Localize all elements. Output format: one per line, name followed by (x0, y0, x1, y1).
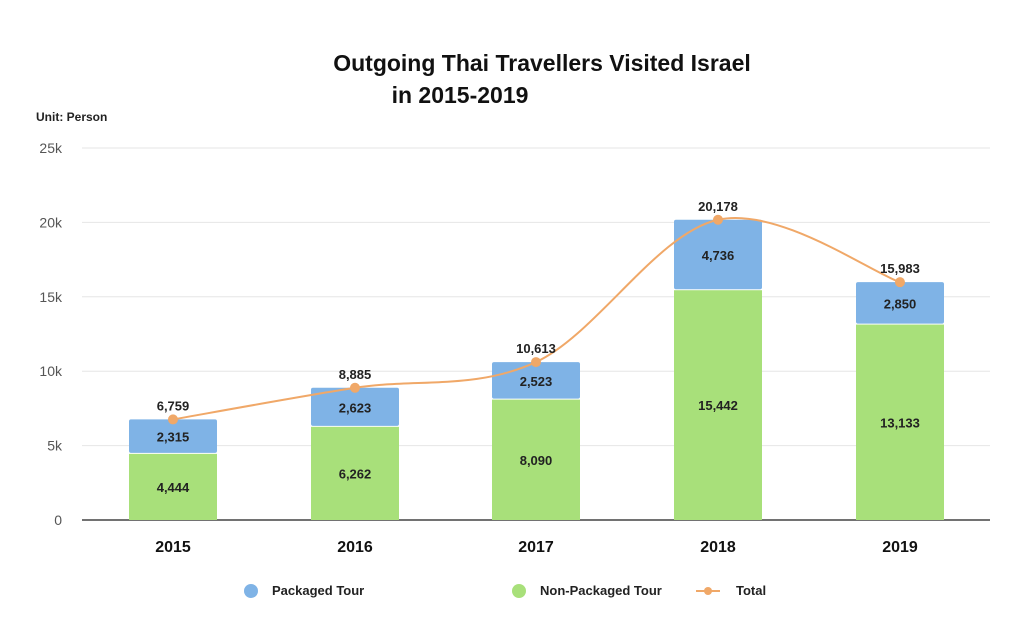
total-point (168, 414, 178, 425)
legend-label-nonpackaged: Non-Packaged Tour (540, 583, 662, 598)
bar-non-packaged (856, 324, 944, 520)
y-tick-label: 10k (39, 363, 63, 379)
data-label-non-packaged: 4,444 (157, 480, 190, 495)
legend-item-packaged: Packaged Tour (244, 583, 364, 598)
bar-packaged (856, 282, 944, 324)
total-point (895, 277, 905, 288)
x-tick-label: 2015 (155, 539, 191, 556)
data-label-total: 20,178 (698, 199, 738, 214)
bar-packaged (129, 419, 217, 453)
legend-item-total: Total (696, 583, 766, 598)
chart-title: Outgoing Thai Travellers Visited Israel (333, 50, 751, 76)
unit-label: Unit: Person (36, 110, 108, 124)
y-tick-label: 25k (39, 140, 63, 156)
data-label-total: 10,613 (516, 341, 556, 356)
data-label-non-packaged: 13,133 (880, 415, 920, 430)
legend-label-total: Total (736, 583, 767, 598)
x-tick-label: 2019 (882, 539, 918, 556)
legend-label-packaged: Packaged Tour (272, 583, 365, 598)
data-label-packaged: 2,850 (884, 296, 917, 311)
data-label-non-packaged: 8,090 (520, 453, 553, 468)
data-label-total: 8,885 (339, 367, 372, 382)
x-tick-label: 2018 (700, 539, 736, 556)
data-label-packaged: 4,736 (702, 248, 735, 263)
legend-swatch-packaged (244, 583, 258, 598)
total-point (531, 357, 541, 368)
bar-packaged (674, 219, 762, 290)
bar-non-packaged (492, 399, 580, 520)
y-tick-label: 0 (54, 512, 62, 528)
data-label-non-packaged: 6,262 (339, 466, 372, 481)
data-label-total: 15,983 (880, 261, 920, 276)
data-label-non-packaged: 15,442 (698, 398, 738, 413)
legend-swatch-total (696, 586, 720, 595)
total-point (713, 214, 723, 225)
total-line (172, 217, 901, 421)
data-label-packaged: 2,523 (520, 374, 553, 389)
data-label-packaged: 2,623 (339, 400, 372, 415)
y-tick-label: 15k (39, 289, 63, 305)
y-tick-label: 20k (39, 214, 63, 230)
bar-non-packaged (311, 426, 399, 520)
chart-subtitle: in 2015-2019 (391, 82, 529, 108)
bar-non-packaged (129, 453, 217, 520)
total-point (350, 382, 360, 393)
y-tick-label: 5k (47, 438, 63, 454)
x-tick-label: 2016 (337, 539, 373, 556)
legend-item-nonpackaged: Non-Packaged Tour (512, 583, 662, 598)
data-label-packaged: 2,315 (157, 430, 190, 445)
bar-non-packaged (674, 290, 762, 520)
bar-packaged (311, 387, 399, 426)
x-tick-label: 2017 (518, 539, 554, 556)
data-label-total: 6,759 (157, 398, 190, 413)
legend-swatch-nonpackaged (512, 583, 526, 598)
